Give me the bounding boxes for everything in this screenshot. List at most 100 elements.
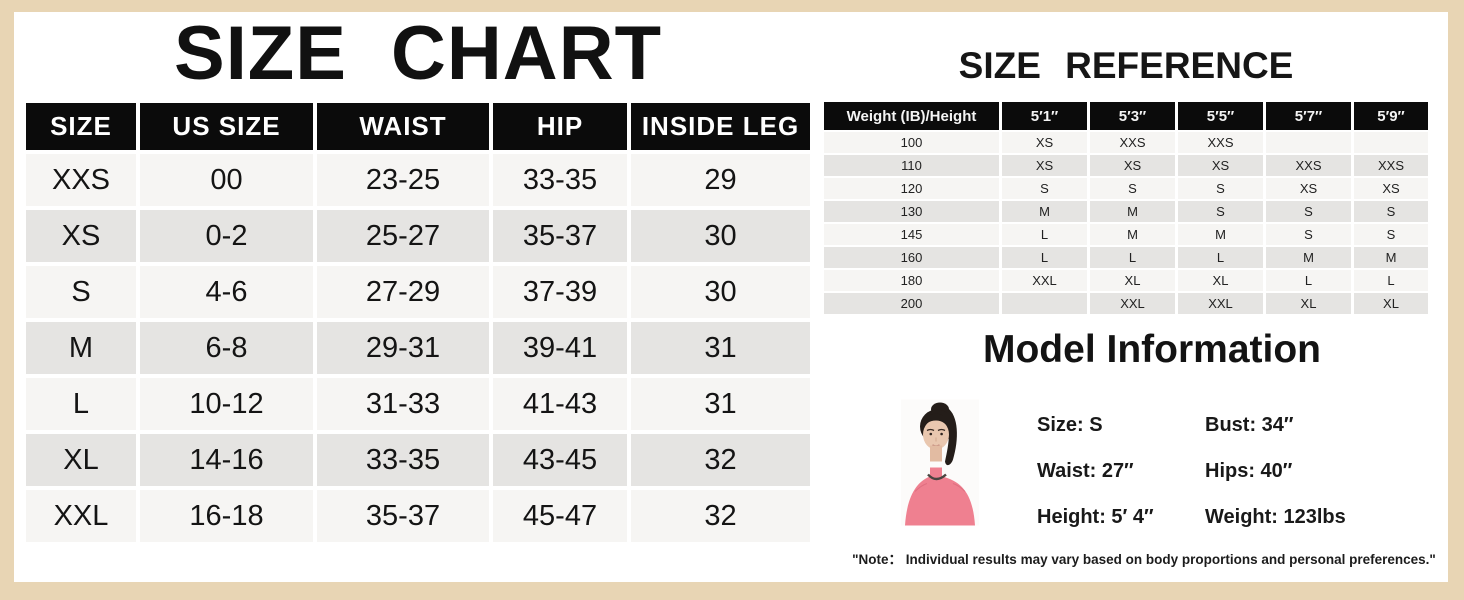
size-reference-cell: XL <box>1354 293 1428 314</box>
size-reference-cell: 120 <box>824 178 999 199</box>
size-reference-cell: 180 <box>824 270 999 291</box>
size-reference-cell: XS <box>1178 155 1263 176</box>
size-reference-cell: XXS <box>1354 155 1428 176</box>
size-reference-cell: 100 <box>824 132 999 153</box>
size-reference-cell: XS <box>1090 155 1175 176</box>
size-chart-cell: 10-12 <box>140 378 313 430</box>
size-reference-cell: XL <box>1178 270 1263 291</box>
size-chart-cell: 43-45 <box>493 434 627 486</box>
model-stats-right: Bust: 34″ Hips: 40″ Weight: 123lbs <box>1205 402 1346 540</box>
size-reference-cell: XS <box>1266 178 1351 199</box>
size-reference-cell: M <box>1090 201 1175 222</box>
size-chart-cell: 31-33 <box>317 378 489 430</box>
size-reference-header-cell: 5′5″ <box>1178 102 1263 130</box>
size-chart-cell: 31 <box>631 322 810 374</box>
size-reference-cell: S <box>1178 201 1263 222</box>
size-chart-cell: 14-16 <box>140 434 313 486</box>
size-chart-cell: 23-25 <box>317 154 489 206</box>
size-reference-cell: M <box>1266 247 1351 268</box>
model-stat: Height: 5′ 4″ <box>1037 506 1154 528</box>
size-reference-cell <box>1354 132 1428 153</box>
size-reference-cell: M <box>1090 224 1175 245</box>
size-reference-header-cell: Weight (IB)/Height <box>824 102 999 130</box>
size-chart-cell: 35-37 <box>493 210 627 262</box>
size-reference-cell <box>1002 293 1087 314</box>
model-stats-left: Size: S Waist: 27″ Height: 5′ 4″ <box>1037 402 1154 540</box>
size-chart-cell: XS <box>26 210 136 262</box>
size-reference-table: Weight (IB)/Height 5′1″ 5′3″ 5′5″ 5′7″ 5′9″ 10… <box>824 102 1428 314</box>
note-text: "Note： Individual results may vary based… <box>852 552 1436 567</box>
size-reference-cell: XS <box>1002 132 1087 153</box>
size-reference-cell: L <box>1002 224 1087 245</box>
size-chart-cell: XXS <box>26 154 136 206</box>
size-reference-header-cell: 5′1″ <box>1002 102 1087 130</box>
model-stat: Waist: 27″ <box>1037 460 1134 482</box>
size-chart-cell: S <box>26 266 136 318</box>
size-reference-cell: 200 <box>824 293 999 314</box>
size-chart-cell: 33-35 <box>317 434 489 486</box>
size-chart-cell: 6-8 <box>140 322 313 374</box>
size-reference-cell: L <box>1354 270 1428 291</box>
size-chart-header-cell: HIP <box>493 103 627 150</box>
model-photo-image <box>901 399 979 526</box>
size-reference-header-cell: 5′3″ <box>1090 102 1175 130</box>
size-reference-cell: M <box>1354 247 1428 268</box>
model-stat: Weight: 123lbs <box>1205 506 1346 528</box>
size-reference-header-cell: 5′7″ <box>1266 102 1351 130</box>
size-reference-cell: XXS <box>1090 132 1175 153</box>
model-stat: Bust: 34″ <box>1205 414 1294 436</box>
size-reference-cell: 110 <box>824 155 999 176</box>
size-chart-cell: 45-47 <box>493 490 627 542</box>
size-reference-cell: M <box>1178 224 1263 245</box>
model-information-title: Model Information <box>983 328 1321 371</box>
size-reference-cell: S <box>1178 178 1263 199</box>
size-reference-cell: S <box>1090 178 1175 199</box>
size-reference-cell: 145 <box>824 224 999 245</box>
size-reference-cell: L <box>1178 247 1263 268</box>
size-chart-cell: 4-6 <box>140 266 313 318</box>
size-chart-cell: 29-31 <box>317 322 489 374</box>
size-chart-cell: 30 <box>631 210 810 262</box>
size-reference-cell: L <box>1002 247 1087 268</box>
size-chart-cell: 16-18 <box>140 490 313 542</box>
size-reference-title: SIZE REFERENCE <box>958 45 1294 86</box>
size-reference-cell: L <box>1090 247 1175 268</box>
size-reference-cell: XL <box>1090 270 1175 291</box>
size-reference-cell <box>1266 132 1351 153</box>
size-reference-header-cell: 5′9″ <box>1354 102 1428 130</box>
size-chart-cell: 29 <box>631 154 810 206</box>
size-chart-cell: L <box>26 378 136 430</box>
size-chart-cell: 27-29 <box>317 266 489 318</box>
model-stat: Size: S <box>1037 414 1103 436</box>
size-reference-cell: XXL <box>1090 293 1175 314</box>
size-reference-cell: XXL <box>1178 293 1263 314</box>
size-reference-cell: M <box>1002 201 1087 222</box>
size-reference-cell: XXS <box>1266 155 1351 176</box>
size-reference-cell: 160 <box>824 247 999 268</box>
size-reference-cell: XS <box>1002 155 1087 176</box>
size-chart-cell: 32 <box>631 490 810 542</box>
size-chart-cell: 33-35 <box>493 154 627 206</box>
size-reference-cell: XL <box>1266 293 1351 314</box>
size-chart-header-cell: INSIDE LEG <box>631 103 810 150</box>
size-chart-cell: 41-43 <box>493 378 627 430</box>
size-chart-cell: XXL <box>26 490 136 542</box>
size-chart-cell: 0-2 <box>140 210 313 262</box>
size-reference-cell: S <box>1266 224 1351 245</box>
size-reference-cell: 130 <box>824 201 999 222</box>
size-chart-cell: 00 <box>140 154 313 206</box>
size-reference-cell: L <box>1266 270 1351 291</box>
size-reference-cell: S <box>1266 201 1351 222</box>
size-reference-cell: XS <box>1354 178 1428 199</box>
size-chart-cell: 25-27 <box>317 210 489 262</box>
size-reference-cell: S <box>1354 201 1428 222</box>
size-chart-cell: M <box>26 322 136 374</box>
size-chart-cell: 39-41 <box>493 322 627 374</box>
size-chart-cell: 35-37 <box>317 490 489 542</box>
size-reference-cell: S <box>1002 178 1087 199</box>
size-chart-header-cell: WAIST <box>317 103 489 150</box>
size-reference-cell: XXS <box>1178 132 1263 153</box>
size-reference-cell: S <box>1354 224 1428 245</box>
size-chart-cell: 30 <box>631 266 810 318</box>
model-stat: Hips: 40″ <box>1205 460 1293 482</box>
